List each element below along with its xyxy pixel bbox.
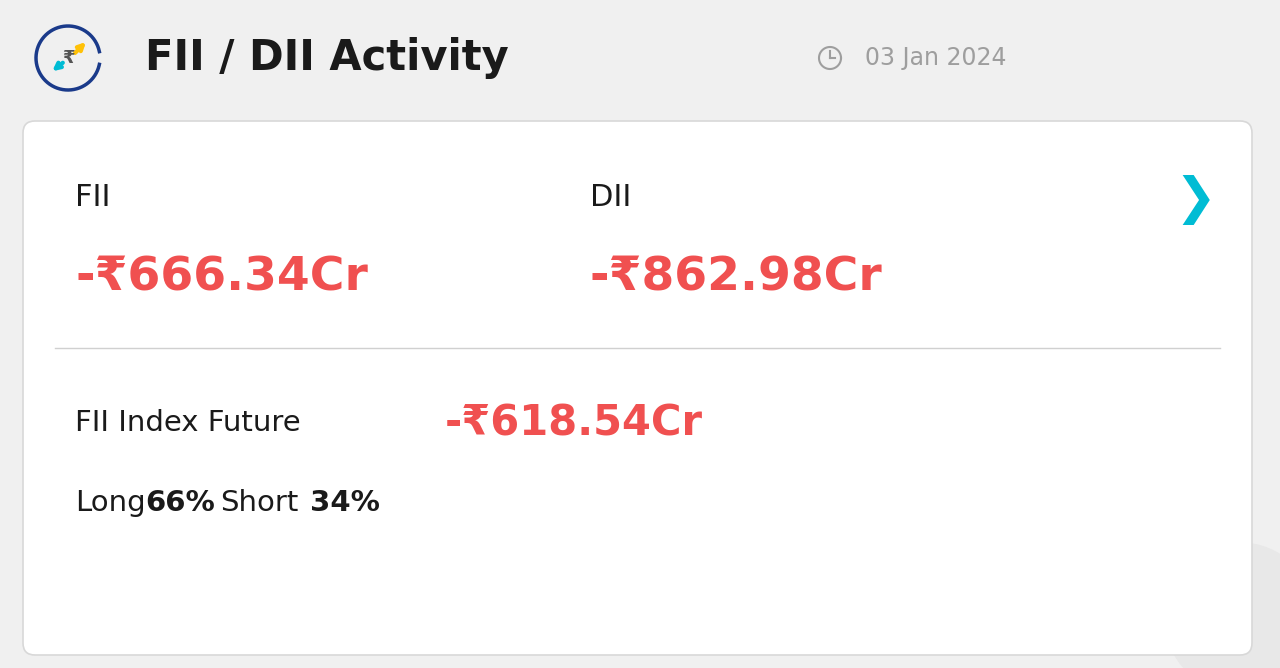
Text: FII / DII Activity: FII / DII Activity bbox=[145, 37, 508, 79]
Text: DII: DII bbox=[590, 184, 631, 212]
Text: ❯: ❯ bbox=[1174, 175, 1216, 225]
Text: Short: Short bbox=[220, 489, 298, 517]
Text: FII Index Future: FII Index Future bbox=[76, 409, 301, 437]
Text: FII: FII bbox=[76, 184, 110, 212]
Text: -₹618.54Cr: -₹618.54Cr bbox=[445, 402, 703, 444]
Text: -₹666.34Cr: -₹666.34Cr bbox=[76, 255, 367, 301]
Text: -₹862.98Cr: -₹862.98Cr bbox=[590, 255, 883, 301]
Text: 66%: 66% bbox=[145, 489, 215, 517]
Circle shape bbox=[1165, 543, 1280, 668]
FancyBboxPatch shape bbox=[23, 121, 1252, 655]
Text: 34%: 34% bbox=[310, 489, 380, 517]
Text: Long: Long bbox=[76, 489, 146, 517]
Text: 03 Jan 2024: 03 Jan 2024 bbox=[865, 46, 1006, 70]
Text: ₹: ₹ bbox=[61, 49, 74, 67]
